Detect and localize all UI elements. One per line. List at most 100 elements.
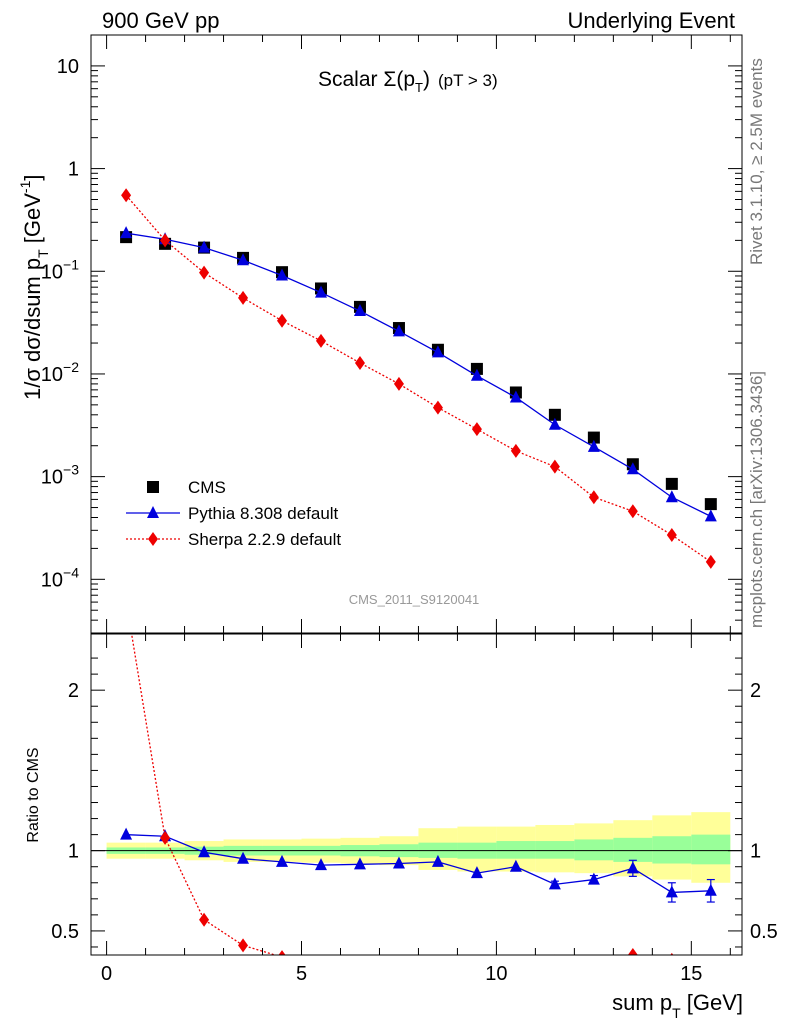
y-tick-label: 10−3 xyxy=(41,462,79,489)
ratio-data-point xyxy=(353,857,366,870)
x-tick-label: 10 xyxy=(485,963,507,985)
data-point xyxy=(314,285,327,298)
legend-label: Pythia 8.308 default xyxy=(188,504,339,523)
y-tick-label: 10−2 xyxy=(41,359,79,386)
ratio-series-line xyxy=(126,833,711,894)
ratio-data-point xyxy=(626,861,639,874)
ratio-y-tick-label-right: 2 xyxy=(750,680,761,702)
data-point xyxy=(198,240,211,253)
ratio-data-point xyxy=(320,954,322,955)
ratio-data-point xyxy=(199,912,210,927)
ratio-data-point xyxy=(704,883,717,896)
ratio-data-point xyxy=(278,950,286,955)
legend: CMS Pythia 8.308 default Sherpa 2.2.9 defa… xyxy=(126,478,341,549)
ratio-series-line xyxy=(130,634,639,955)
ratio-content xyxy=(91,593,742,977)
data-point xyxy=(431,345,444,358)
data-point xyxy=(509,390,522,403)
data-point xyxy=(587,439,600,452)
data-point xyxy=(665,490,678,503)
process-label: Underlying Event xyxy=(567,8,735,33)
ratio-data-point xyxy=(627,948,638,955)
ratio-data-point xyxy=(198,845,211,858)
ratio-data-point xyxy=(472,963,482,977)
ratio-data-point xyxy=(433,960,443,974)
data-point xyxy=(549,459,560,474)
series-line xyxy=(125,194,712,563)
ratio-data-point xyxy=(120,827,133,840)
data-point xyxy=(393,376,404,391)
y-tick-label: 10 xyxy=(57,56,79,78)
uncertainty-band-inner xyxy=(652,836,692,864)
ratio-data-point xyxy=(511,961,521,975)
data-point xyxy=(238,290,249,305)
ratio-data-point xyxy=(394,958,404,972)
ratio-data-point xyxy=(589,962,599,976)
ratio-data-point xyxy=(314,858,327,871)
data-point xyxy=(471,422,482,437)
data-point xyxy=(120,226,133,239)
data-point xyxy=(627,504,638,519)
y-tick-label: 10−1 xyxy=(41,256,79,283)
data-point xyxy=(548,417,561,430)
data-point xyxy=(587,431,600,444)
data-point xyxy=(588,490,599,505)
x-tick-label: 0 xyxy=(101,963,112,985)
data-point xyxy=(237,253,250,266)
ratio-data-point xyxy=(355,959,365,973)
ratio-y-tick-label-right: 1 xyxy=(750,841,761,863)
y-tick-label: 1 xyxy=(68,159,79,181)
ratio-data-point xyxy=(160,830,171,845)
ratio-data-point xyxy=(238,938,249,953)
energy-label: 900 GeV pp xyxy=(102,8,219,33)
ratio-data-point xyxy=(587,872,600,885)
legend-marker xyxy=(147,506,159,518)
rivet-version-label: Rivet 3.1.10, ≥ 2.5M events xyxy=(747,58,766,265)
data-point xyxy=(276,268,289,281)
uncertainty-band-inner xyxy=(496,841,536,859)
data-point xyxy=(121,188,132,203)
uncertainty-band-inner xyxy=(613,837,653,862)
data-point xyxy=(704,509,717,522)
ratio-y-axis-label: Ratio to CMS xyxy=(25,747,42,842)
ratio-data-point xyxy=(706,961,716,975)
legend-label: CMS xyxy=(188,478,226,497)
x-axis-label: sum pT [GeV] xyxy=(612,990,743,1021)
ratio-y-tick-label-left: 0.5 xyxy=(51,921,79,943)
x-tick-label: 5 xyxy=(296,963,307,985)
ratio-plot-frame xyxy=(90,633,743,956)
ratio-y-tick-label-left: 2 xyxy=(68,680,79,702)
ratio-data-point xyxy=(431,854,444,867)
ratio-data-point xyxy=(554,954,556,955)
data-point xyxy=(160,233,171,248)
chart-title: Scalar Σ(pT) (pT > 3) xyxy=(318,68,498,95)
ratio-data-point xyxy=(121,593,131,607)
ratio-y-tick-label-right: 0.5 xyxy=(750,921,778,943)
ratio-data-point xyxy=(392,856,405,869)
ratio-data-point xyxy=(670,952,674,955)
uncertainty-band-inner xyxy=(535,841,575,859)
data-point xyxy=(277,313,288,328)
ratio-data-point xyxy=(548,877,561,890)
data-point xyxy=(353,304,366,317)
series-line xyxy=(125,232,712,517)
legend-marker xyxy=(148,532,158,546)
ratio-y-tick-label-left: 1 xyxy=(68,841,79,863)
data-point xyxy=(354,355,365,370)
ratio-data-point xyxy=(509,859,522,872)
data-point xyxy=(626,462,639,475)
main-y-axis-label: 1/σ dσ/dsum pT [GeV-1] xyxy=(17,175,51,401)
ratio-data-point xyxy=(276,854,289,867)
ratio-panel: 0.5 0.5 1 1 2 2 0 5 10 15 xyxy=(51,593,778,985)
data-point xyxy=(470,368,483,381)
uncertainty-band-inner xyxy=(691,834,731,865)
data-point xyxy=(548,408,561,421)
ratio-data-point xyxy=(665,885,678,898)
mcplots-credit-label: mcplots.cern.ch [arXiv:1306.3436] xyxy=(747,371,766,628)
y-tick-label: 10−4 xyxy=(41,564,79,591)
data-point xyxy=(432,400,443,415)
main-panel: 10 1 10−1 10−2 10−3 10−4 xyxy=(41,34,743,634)
analysis-id-label: CMS_2011_S9120041 xyxy=(349,592,480,607)
data-point xyxy=(665,477,678,490)
